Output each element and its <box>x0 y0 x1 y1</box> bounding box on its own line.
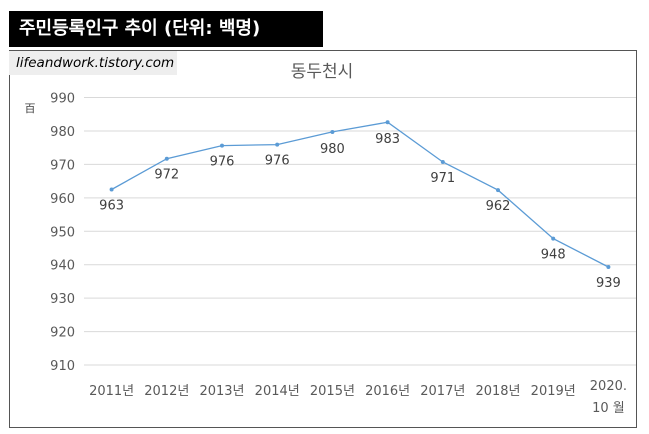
x-tick-label: 2012년 <box>144 384 189 399</box>
data-label: 939 <box>596 276 621 291</box>
data-point <box>496 188 500 193</box>
data-point <box>220 143 224 148</box>
y-tick-label: 930 <box>50 292 75 307</box>
data-point <box>275 142 280 147</box>
y-tick-label: 960 <box>50 192 75 207</box>
y-tick-label: 990 <box>50 92 75 107</box>
data-label: 976 <box>265 154 290 169</box>
data-label: 980 <box>320 142 345 157</box>
y-tick-label: 980 <box>50 125 75 140</box>
x-tick-label: 2017년 <box>420 384 465 399</box>
data-point <box>606 265 611 270</box>
data-label: 962 <box>486 199 511 214</box>
gridlines <box>84 97 636 366</box>
data-point <box>164 156 169 161</box>
data-point <box>440 160 445 165</box>
data-point <box>330 129 335 134</box>
data-point <box>385 120 390 125</box>
data-label: 971 <box>430 171 455 186</box>
x-tick-label: 2020. 10 월 <box>590 379 627 416</box>
x-tick-label: 2011년 <box>89 384 134 399</box>
data-labels: 963 972 976 976 980 983 971 962 948 939 <box>99 132 621 291</box>
data-point <box>551 236 556 241</box>
y-tick-label: 920 <box>50 326 75 341</box>
y-axis: 910 920 930 940 950 960 970 980 990 <box>50 92 75 375</box>
y-tick-label: 950 <box>50 225 75 240</box>
data-label: 963 <box>99 198 124 213</box>
data-label: 983 <box>375 132 400 147</box>
y-tick-label: 910 <box>50 359 75 374</box>
watermark: lifeandwork.tistory.com <box>9 51 177 75</box>
x-tick-label: 2013년 <box>199 384 244 399</box>
y-tick-label: 940 <box>50 259 75 274</box>
x-tick-label: 2016년 <box>365 384 410 399</box>
data-label: 948 <box>541 248 566 263</box>
x-tick-label: 2018년 <box>475 384 520 399</box>
x-tick-label: 2014년 <box>255 384 300 399</box>
series-line <box>109 120 611 270</box>
x-tick-label: 2015년 <box>310 384 355 399</box>
series-path <box>111 121 609 268</box>
y-unit-label: 百 <box>25 102 36 115</box>
x-axis: 2011년 2012년 2013년 2014년 2015년 2016년 2017년 2018년… <box>89 379 627 416</box>
chart-title: 동두천시 <box>291 62 354 82</box>
data-label: 972 <box>154 168 179 183</box>
x-tick-label: 2019년 <box>531 384 576 399</box>
data-label: 976 <box>210 155 235 170</box>
y-tick-label: 970 <box>50 158 75 173</box>
data-point <box>109 187 114 192</box>
header-title: 주민등록인구 추이 (단위: 백명) <box>9 11 323 47</box>
